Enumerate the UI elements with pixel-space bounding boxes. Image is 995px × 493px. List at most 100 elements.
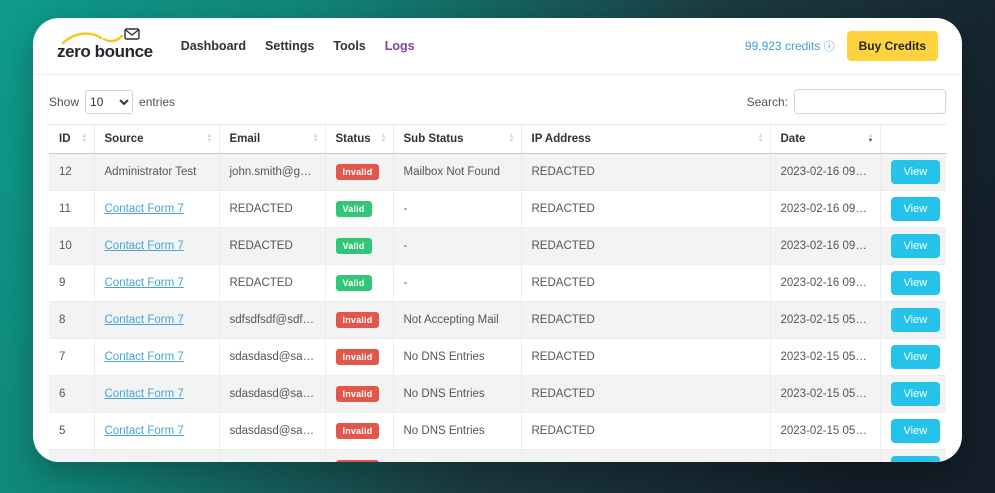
cell-date: 2023-02-15 05:25:16 [769,449,880,462]
sort-down-arrow: ▼ [508,138,515,144]
table-header-row: ID ▲ ▼ Source ▲ ▼ Email ▲ ▼ Status ▲ ▼ Sub Status ▲ ▼ I… [49,124,946,154]
sort-up-arrow: ▲ [206,133,213,139]
column-header-sub-status[interactable]: Sub Status ▲ ▼ [392,124,521,154]
cell-ip-address: REDACTED [520,264,770,302]
sort-icon: ▲ ▼ [508,133,515,144]
nav-item-settings[interactable]: Settings [265,39,315,53]
table-row: 5 Contact Form 7 sdasdasd@sadasdasd.com Inv… [49,412,946,450]
view-button[interactable]: View [890,308,941,332]
cell-date: 2023-02-16 09:23:58 [769,227,880,265]
sort-down-arrow: ▼ [757,138,764,144]
cell-status: Valid [324,264,393,302]
cell-email: sdasdasd@sadasdasd.com [218,412,325,450]
cell-status: Invalid [324,153,393,191]
column-label: ID [59,133,71,145]
buy-credits-button[interactable]: Buy Credits [846,31,938,61]
cell-action: View [879,264,946,302]
column-label: IP Address [531,133,591,145]
column-header-id[interactable]: ID ▲ ▼ [49,124,94,154]
cell-status: Invalid [324,449,393,462]
main-card: zero bounce Dashboard Settings Tools Logs 9… [33,18,962,462]
entries-select[interactable]: 10 [85,89,134,114]
status-badge: Invalid [335,386,380,402]
status-badge: Invalid [335,164,380,180]
source-link[interactable]: Contact Form 7 [104,240,184,252]
view-button[interactable]: View [890,271,941,295]
cell-date: 2023-02-15 05:30:13 [769,301,880,339]
cell-sub-status: - [392,227,521,265]
sort-icon: ▲ ▼ [757,133,764,144]
column-label: Email [229,133,261,145]
status-badge: Valid [335,201,372,217]
view-button[interactable]: View [890,197,941,221]
source-link[interactable]: Contact Form 7 [104,203,184,215]
cell-source: Administrator Test [93,153,219,191]
cell-action: View [879,227,946,265]
column-label: Date [780,133,806,145]
view-button[interactable]: View [890,456,941,462]
cell-sub-status: No DNS Entries [392,412,521,450]
cell-sub-status: No DNS Entries [392,338,521,376]
view-button[interactable]: View [890,345,941,369]
column-header-date[interactable]: Date ▲ ▼ [769,124,880,154]
sort-up-arrow: ▲ [508,133,515,139]
cell-source: Contact Form 7 [93,412,219,450]
cell-source: Contact Form 7 [93,449,219,462]
nav-item-dashboard[interactable]: Dashboard [180,39,247,53]
cell-id: 6 [49,375,94,413]
cell-date: 2023-02-16 09:24:03 [769,190,880,228]
column-header-status[interactable]: Status ▲ ▼ [324,124,393,154]
sort-down-arrow: ▼ [81,138,88,144]
cell-status: Invalid [324,338,393,376]
cell-source: Contact Form 7 [93,338,219,376]
source-link[interactable]: Contact Form 7 [104,425,184,437]
view-button[interactable]: View [890,234,941,258]
cell-date: 2023-02-15 05:27:28 [769,338,880,376]
column-header-source[interactable]: Source ▲ ▼ [93,124,219,154]
cell-source: Contact Form 7 [93,227,219,265]
sort-down-arrow: ▼ [312,138,319,144]
view-button[interactable]: View [890,419,941,443]
cell-action: View [879,449,946,462]
sort-icon: ▲ ▼ [206,133,213,144]
nav-item-logs[interactable]: Logs [384,39,415,53]
column-header-ip-address[interactable]: IP Address ▲ ▼ [520,124,770,154]
search-input[interactable] [794,89,946,114]
cell-action: View [879,190,946,228]
sort-up-arrow: ▲ [312,133,319,139]
view-button[interactable]: View [890,382,941,406]
sort-down-arrow: ▼ [380,138,387,144]
cell-ip-address: REDACTED [520,375,770,413]
sort-icon: ▲ ▼ [867,133,874,144]
cell-sub-status: - [392,190,521,228]
cell-sub-status: Mailbox Not Found [392,153,521,191]
column-header-email[interactable]: Email ▲ ▼ [218,124,325,154]
info-icon[interactable]: ⓘ [823,41,835,53]
cell-id: 8 [49,301,94,339]
nav-item-tools[interactable]: Tools [333,39,366,53]
cell-ip-address: REDACTED [520,449,770,462]
cell-ip-address: REDACTED [520,338,770,376]
view-button[interactable]: View [890,160,941,184]
source-link[interactable]: Contact Form 7 [104,277,184,289]
table-row: 6 Contact Form 7 sdasdasd@sadasdasd.com Inv… [49,375,946,413]
source-link[interactable]: Contact Form 7 [104,314,184,326]
cell-status: Invalid [324,301,393,339]
sort-icon: ▲ ▼ [81,133,88,144]
cell-sub-status: - [392,264,521,302]
zerobounce-logo[interactable]: zero bounce [57,28,153,62]
sort-down-arrow: ▼ [206,138,213,144]
cell-status: Invalid [324,412,393,450]
source-link[interactable]: Contact Form 7 [104,351,184,363]
app-header: zero bounce Dashboard Settings Tools Logs 9… [33,18,962,75]
cell-status: Invalid [324,375,393,413]
cell-action: View [879,375,946,413]
logo-text: zero bounce [57,42,153,61]
sort-down-arrow: ▼ [867,138,874,144]
status-badge: Invalid [335,349,380,365]
source-link[interactable]: Contact Form 7 [104,388,184,400]
cell-id: 12 [49,153,94,191]
status-badge: Valid [335,275,372,291]
